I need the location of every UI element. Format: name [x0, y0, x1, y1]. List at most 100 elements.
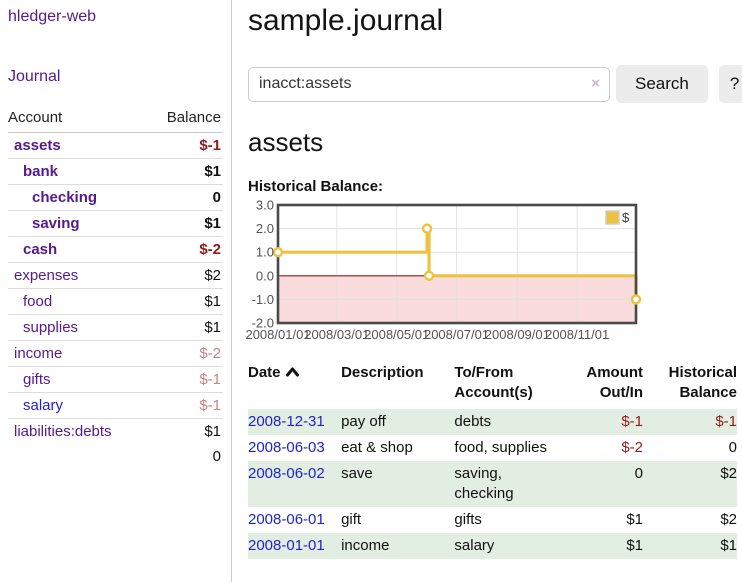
page-title: sample.journal — [248, 4, 444, 37]
svg-text:3.0: 3.0 — [256, 198, 274, 213]
account-heading: assets — [248, 127, 324, 157]
transaction-accounts: food, supplies — [454, 439, 547, 456]
transaction-accounts: saving, checking — [454, 465, 514, 502]
transaction-balance: $2 — [720, 465, 737, 482]
transaction-description: pay off — [341, 413, 386, 430]
account-row: supplies $1 — [8, 314, 223, 341]
account-row: assets $-1 — [8, 133, 223, 159]
register-header-to: To/From Account(s) — [454, 364, 533, 401]
svg-text:$: $ — [622, 210, 630, 225]
search-button[interactable]: Search — [616, 65, 708, 103]
transaction-amount: $-2 — [621, 439, 644, 456]
transaction-description: save — [341, 465, 373, 482]
accounts-header-balance: Balance — [147, 106, 223, 133]
chart-title: Historical Balance: — [248, 178, 384, 195]
register-row: 2008-12-31 pay off debts $-1 $-1 — [248, 409, 737, 435]
register-row: 2008-06-03 eat & shop food, supplies $-2 0 — [248, 435, 737, 461]
svg-text:-1.0: -1.0 — [252, 292, 274, 307]
svg-text:2.0: 2.0 — [256, 221, 274, 236]
account-balance: $-1 — [147, 392, 223, 419]
search-bar: × Search ? — [248, 65, 742, 103]
clear-search-icon[interactable]: × — [591, 74, 600, 92]
svg-text:2008/01/01: 2008/01/01 — [245, 327, 310, 342]
account-row: expenses $2 — [8, 262, 223, 289]
transaction-description: gift — [341, 511, 362, 528]
account-row: income $-2 — [8, 340, 223, 367]
account-balance: $1 — [147, 314, 223, 341]
account-row: saving $1 — [8, 210, 223, 237]
accounts-total-value: 0 — [212, 448, 221, 465]
account-row: food $1 — [8, 288, 223, 315]
transaction-accounts: salary — [454, 537, 495, 554]
transaction-balance: $1 — [720, 537, 737, 554]
register-header-date[interactable]: Date — [248, 361, 333, 409]
sidebar-account-link[interactable]: bank — [23, 163, 59, 180]
transaction-date-link[interactable]: 2008-06-01 — [248, 511, 325, 528]
svg-text:2008/07/01: 2008/07/01 — [424, 327, 489, 342]
svg-text:-2.0: -2.0 — [252, 316, 274, 331]
account-balance: 0 — [147, 184, 223, 211]
svg-text:2008/05/01: 2008/05/01 — [364, 327, 429, 342]
historical-balance-chart: $3.0 2.0 1.0 0.0 -1.0 -2.0 2008/01/01 2008/03/0… — [245, 198, 642, 345]
transaction-date-link[interactable]: 2008-06-02 — [248, 465, 325, 482]
sort-ascending-icon — [285, 367, 299, 377]
sidebar-account-link[interactable]: saving — [32, 215, 80, 232]
account-balance: $-1 — [147, 366, 223, 393]
sidebar-account-link[interactable]: income — [14, 345, 63, 362]
account-row: salary $-1 — [8, 392, 223, 419]
transaction-description: eat & shop — [341, 439, 413, 456]
svg-text:1.0: 1.0 — [256, 245, 274, 260]
svg-text:0.0: 0.0 — [256, 268, 274, 283]
sidebar-item-journal[interactable]: Journal — [8, 68, 61, 85]
sidebar-account-link[interactable]: liabilities:debts — [14, 423, 112, 440]
account-row: gifts $-1 — [8, 366, 223, 393]
transaction-balance: $2 — [720, 511, 737, 528]
sidebar-account-link[interactable]: cash — [23, 241, 58, 258]
register-table: Date Description To/From Account(s) Amount … — [248, 361, 737, 559]
account-row: checking 0 — [8, 184, 223, 211]
transaction-amount: 0 — [634, 465, 644, 482]
register-header-historical: Historical Balance — [668, 364, 737, 401]
register-header-amount: Amount Out/In — [586, 364, 644, 401]
transaction-description: income — [341, 537, 390, 554]
account-balance: $-2 — [147, 340, 223, 367]
register-header-description: Description — [341, 364, 424, 381]
sidebar-account-link[interactable]: checking — [32, 189, 98, 206]
register-row: 2008-06-01 gift gifts $1 $2 — [248, 507, 737, 533]
transaction-amount: $-1 — [621, 413, 644, 430]
transaction-balance: $-1 — [715, 413, 737, 430]
brand-link[interactable]: hledger-web — [8, 8, 97, 25]
sidebar-account-link[interactable]: assets — [14, 137, 61, 154]
svg-text:2008/11/01: 2008/11/01 — [545, 327, 609, 342]
transaction-accounts: gifts — [454, 511, 482, 528]
account-balance: $-1 — [199, 137, 221, 154]
transaction-accounts: debts — [454, 413, 492, 430]
sidebar-account-link[interactable]: expenses — [14, 267, 79, 284]
transaction-date-link[interactable]: 2008-12-31 — [248, 413, 325, 430]
account-balance: $1 — [147, 210, 223, 237]
svg-text:2008/09/01: 2008/09/01 — [485, 327, 550, 342]
sidebar-account-link[interactable]: supplies — [23, 319, 79, 336]
register-row: 2008-06-02 save saving, checking 0 $2 — [248, 461, 737, 507]
main-panel: sample.journal × Search ? assets Histori… — [232, 0, 742, 582]
transaction-date-link[interactable]: 2008-01-01 — [248, 537, 325, 554]
transaction-date-link[interactable]: 2008-06-03 — [248, 439, 325, 456]
register-row: 2008-01-01 income salary $1 $1 — [248, 533, 737, 559]
sidebar-account-link[interactable]: food — [23, 293, 53, 310]
transaction-balance: 0 — [728, 439, 737, 456]
account-balance: $2 — [147, 262, 223, 289]
account-row: cash $-2 — [8, 236, 223, 263]
sidebar: hledger-web Journal Account Balance asse… — [0, 0, 232, 582]
accounts-total-row: 0 — [8, 444, 223, 469]
transaction-amount: $1 — [626, 537, 644, 554]
accounts-header-account: Account — [8, 106, 148, 133]
account-row: bank $1 — [8, 158, 223, 185]
account-balance: $1 — [147, 158, 223, 185]
sidebar-account-link[interactable]: salary — [23, 397, 64, 414]
help-button[interactable]: ? — [718, 65, 742, 103]
account-row: liabilities:debts $1 — [8, 418, 223, 444]
sidebar-account-link[interactable]: gifts — [23, 371, 51, 388]
search-input[interactable] — [248, 66, 610, 102]
account-balance: $1 — [147, 288, 223, 315]
